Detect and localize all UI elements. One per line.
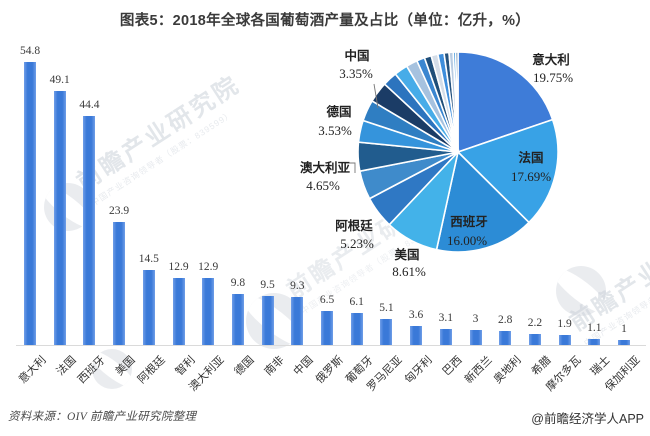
bar-value-label: 5.1	[379, 302, 394, 314]
pie-slice	[456, 118, 559, 224]
pie-pct-spain: 16.00%	[447, 233, 487, 248]
pie-slice	[368, 151, 459, 226]
bar-value-label: 9.8	[230, 277, 246, 289]
bar-value-label: 6.5	[319, 294, 335, 306]
bar-value-label: 12.9	[198, 261, 219, 273]
bar-value-label: 3.6	[408, 309, 424, 321]
bar	[83, 116, 96, 345]
bar-value-label: 1.1	[587, 322, 602, 334]
pie-slice	[388, 149, 460, 251]
pie-label-germany: 德国	[326, 104, 351, 119]
bar	[291, 297, 304, 345]
bar-value-label: 6.1	[349, 296, 364, 308]
pie-label-china: 中国	[344, 48, 369, 63]
bar-value-label: 44.4	[79, 99, 100, 111]
bar	[53, 91, 66, 345]
bar	[528, 334, 541, 345]
pie-slice	[454, 51, 459, 153]
pie-pct-argentina: 5.23%	[340, 236, 374, 251]
pie-slice	[436, 52, 459, 153]
watermark: 前瞻产业研究院 中国产业咨询领导者（股票：839599）	[68, 65, 253, 209]
pie-slice	[357, 119, 459, 153]
pie-pct-australia: 4.65%	[306, 178, 340, 193]
bar	[410, 326, 423, 345]
pie-slice	[457, 51, 554, 154]
x-axis-line	[16, 345, 646, 346]
pie-slice	[430, 53, 459, 153]
pie-label-spain: 西班牙	[450, 214, 488, 229]
bar-value-label: 54.8	[19, 45, 41, 57]
pie-pct-usa: 8.61%	[392, 264, 426, 279]
bar-value-label: 9.3	[290, 280, 305, 292]
bar-value-label: 2.2	[527, 317, 543, 329]
bar-value-label: 3	[472, 313, 479, 325]
bar	[24, 62, 36, 345]
pie-leader-china	[373, 83, 379, 109]
watermark-logo-icon	[556, 266, 606, 316]
bar	[499, 331, 512, 345]
pie-pct-germany: 3.53%	[318, 123, 352, 138]
bar	[588, 339, 601, 345]
bar	[142, 270, 155, 345]
pie-slice	[383, 72, 459, 153]
bar-value-label: 49.1	[49, 74, 70, 86]
bar	[350, 313, 363, 345]
bar	[469, 330, 482, 345]
pie-pct-france: 17.69%	[511, 169, 551, 184]
bar	[321, 311, 333, 345]
bar-value-label: 3.1	[438, 312, 453, 324]
bar	[380, 319, 393, 345]
bar-value-label: 1	[621, 323, 627, 335]
pie-slice	[452, 51, 459, 153]
bar	[113, 222, 126, 345]
page-title: 图表5：2018年全球各国葡萄酒产量及占比（单位：亿升，%）	[119, 13, 531, 29]
bar	[439, 329, 452, 345]
bar-value-label: 12.9	[168, 261, 189, 273]
pie-slice	[370, 82, 459, 153]
bar	[231, 294, 244, 345]
source-note: 资料来源：OIV 前瞻产业研究院整理	[8, 411, 197, 423]
bar	[618, 340, 630, 345]
pie-slice	[443, 51, 459, 153]
bar-value-label: 23.9	[109, 205, 130, 217]
bar	[261, 296, 274, 345]
pie-slice	[448, 51, 459, 153]
pie-slice	[405, 59, 459, 153]
pie-label-argentina: 阿根廷	[335, 218, 373, 233]
watermark-subtext: 中国产业咨询领导者（股票：839599）	[89, 108, 235, 209]
pie-slice	[362, 99, 459, 153]
bar-value-label: 2.8	[498, 314, 513, 326]
pie-label-italy: 意大利	[532, 52, 570, 67]
bar-value-label: 1.9	[557, 318, 572, 330]
bar	[172, 278, 185, 345]
pie-leader-australia	[346, 162, 356, 173]
pie-pct-italy: 19.75%	[533, 70, 573, 85]
bar-value-label: 9.5	[260, 279, 275, 291]
pie-slice	[394, 65, 459, 153]
pie-slice	[423, 54, 459, 153]
bar-value-label: 14.5	[138, 253, 159, 265]
pie-label-australia: 澳大利亚	[300, 160, 351, 175]
bar	[558, 335, 571, 345]
credit-note: @前瞻经济学人APP	[531, 412, 644, 426]
pie-label-usa: 美国	[394, 247, 419, 262]
pie-pct-china: 3.35%	[339, 66, 373, 81]
pie-slice	[435, 150, 531, 253]
pie-slice	[357, 141, 459, 173]
pie-label-france: 法国	[518, 150, 543, 165]
pie-slice	[415, 56, 459, 153]
bar	[202, 278, 215, 345]
pie-slice	[358, 151, 459, 200]
